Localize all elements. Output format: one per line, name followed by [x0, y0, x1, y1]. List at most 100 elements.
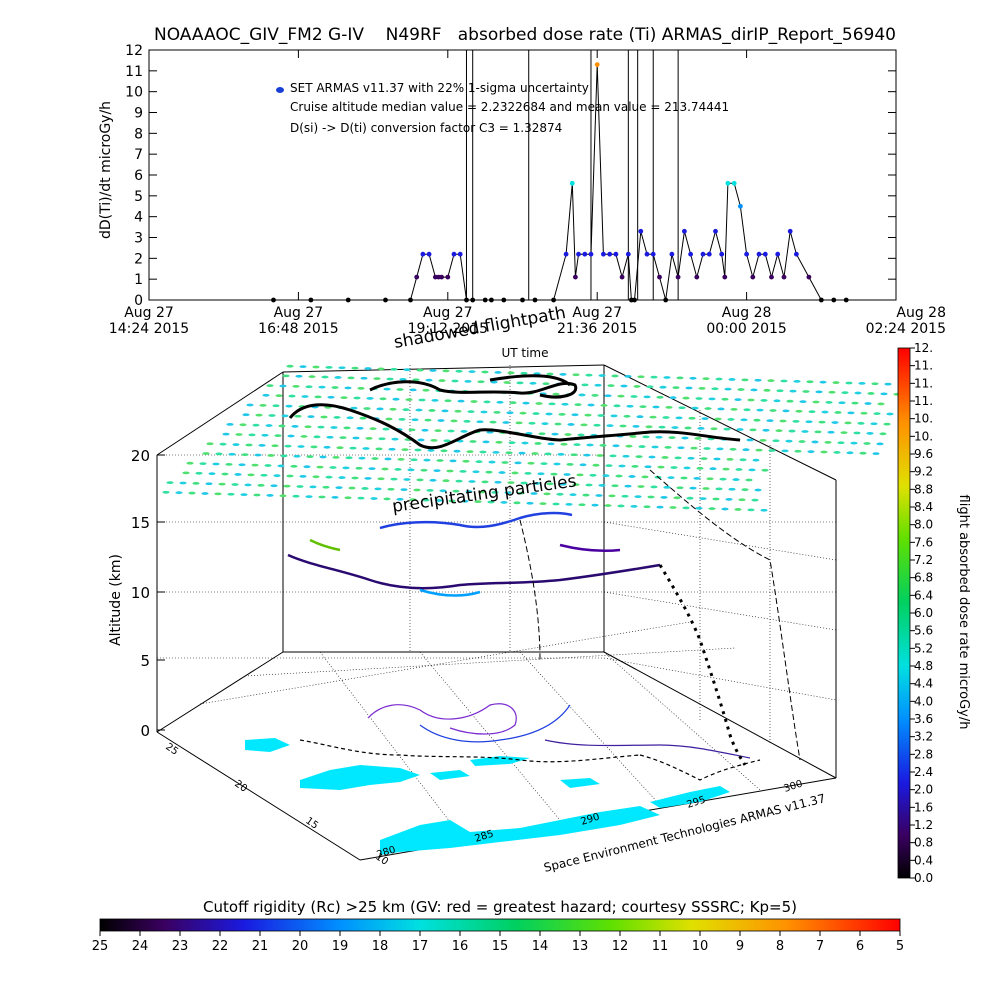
- shadow-dot: [399, 378, 407, 381]
- shadow-dot: [821, 410, 829, 414]
- shadow-dot: [225, 462, 233, 466]
- shadow-dot: [357, 386, 365, 390]
- shadow-dot: [714, 417, 722, 421]
- shadow-dot: [449, 459, 457, 463]
- shadow-dot: [265, 424, 273, 427]
- shadow-dot: [715, 377, 723, 381]
- shadow-dot: [818, 420, 826, 424]
- data-point: [582, 251, 588, 257]
- shadow-dot: [504, 491, 512, 495]
- shadow-dot: [487, 500, 495, 504]
- trajectory-3d-plot: shadowed flightpath precipitating partic…: [108, 303, 901, 875]
- y-tick-label: 10: [125, 85, 143, 101]
- dose-tick-label: 0.0: [914, 871, 933, 885]
- shadow-dot: [635, 455, 643, 459]
- shadow-dot: [271, 444, 279, 448]
- shadow-dot: [622, 454, 630, 458]
- shadow-dot: [294, 414, 302, 418]
- dose-tick-label: 11.: [914, 359, 933, 373]
- lon-tick-label: 280: [376, 844, 398, 860]
- shadow-dot: [293, 454, 301, 458]
- shadow-dot: [334, 376, 342, 379]
- shadow-dot: [312, 475, 320, 479]
- shadow-dot: [514, 461, 522, 465]
- shadow-dot: [681, 436, 689, 440]
- shadow-dot: [832, 381, 840, 384]
- shadow-dot: [828, 390, 836, 394]
- data-point: [744, 251, 749, 257]
- rigidity-tick-label: 17: [412, 939, 429, 954]
- shadow-dot: [335, 486, 343, 490]
- shadow-dot: [215, 452, 223, 456]
- shadow-dot: [371, 457, 379, 460]
- rigidity-tick-label: 11: [652, 939, 669, 954]
- shadow-dot: [472, 470, 480, 474]
- shadow-dot: [682, 396, 690, 400]
- shadow-dot: [375, 447, 383, 451]
- shadow-dot: [576, 473, 584, 477]
- dose-tick-label: 11.: [914, 394, 933, 408]
- shadow-dot: [859, 451, 867, 455]
- lon-tick-label: 300: [783, 778, 805, 794]
- shadow-dot: [206, 442, 214, 446]
- shadow-dot: [751, 498, 759, 502]
- shadow-dot: [531, 452, 539, 455]
- shadow-dot: [545, 412, 553, 416]
- shadow-dot: [398, 417, 406, 421]
- shadow-dot: [721, 397, 729, 401]
- shadow-dot: [700, 457, 708, 461]
- shadow-dot: [712, 497, 720, 501]
- shadow-dot: [266, 494, 274, 497]
- shadow-dot: [725, 497, 733, 501]
- lat-tick-label: 15: [303, 815, 320, 831]
- shadow-dot: [496, 400, 504, 404]
- shadow-dot: [313, 435, 321, 439]
- shadow-dot: [386, 377, 394, 381]
- shadow-dot: [802, 390, 810, 393]
- shadow-dot: [827, 430, 835, 434]
- shadow-dot: [643, 505, 651, 509]
- shadow-dot: [275, 394, 283, 398]
- shadow-dot: [403, 478, 411, 481]
- shadow-dot: [604, 394, 612, 398]
- shadow-dot: [548, 402, 556, 406]
- shadow-dot: [388, 447, 396, 451]
- shadow-dot: [876, 442, 884, 446]
- shadow-dot: [344, 496, 352, 500]
- rigidity-tick-label: 23: [172, 939, 189, 954]
- shadow-dot: [624, 484, 632, 488]
- shadow-dot: [349, 446, 357, 450]
- data-point: [414, 274, 420, 280]
- shadow-dot: [671, 426, 679, 429]
- shadow-dot: [624, 374, 632, 378]
- shadow-dot: [687, 456, 695, 460]
- data-point: [420, 251, 426, 257]
- shadow-dot: [564, 433, 572, 436]
- data-point: [451, 251, 457, 257]
- shadow-dot: [272, 404, 280, 408]
- data-point: [457, 251, 463, 257]
- shadow-dot: [242, 413, 250, 417]
- shadow-dot: [811, 440, 819, 444]
- data-point: [650, 251, 656, 257]
- data-point: [501, 297, 507, 303]
- x-tick-label-day: Aug 27: [572, 305, 622, 321]
- shadow-dot: [591, 503, 599, 507]
- shadow-dot: [410, 458, 418, 462]
- shadow-dot: [430, 438, 438, 442]
- shadow-dot: [400, 488, 408, 492]
- shadow-dot: [228, 452, 236, 456]
- shadow-dot: [285, 404, 293, 408]
- shadow-dot: [655, 435, 663, 439]
- shadow-dot: [727, 418, 735, 421]
- dose-tick-label: 6.8: [914, 571, 933, 585]
- shadow-dot: [860, 411, 868, 415]
- shadow-dot: [746, 438, 754, 442]
- shadow-dot: [542, 382, 550, 386]
- shadow-dot: [214, 492, 222, 496]
- shadow-dot: [363, 407, 371, 410]
- shadow-dot: [258, 443, 266, 447]
- shadow-dot: [448, 499, 456, 503]
